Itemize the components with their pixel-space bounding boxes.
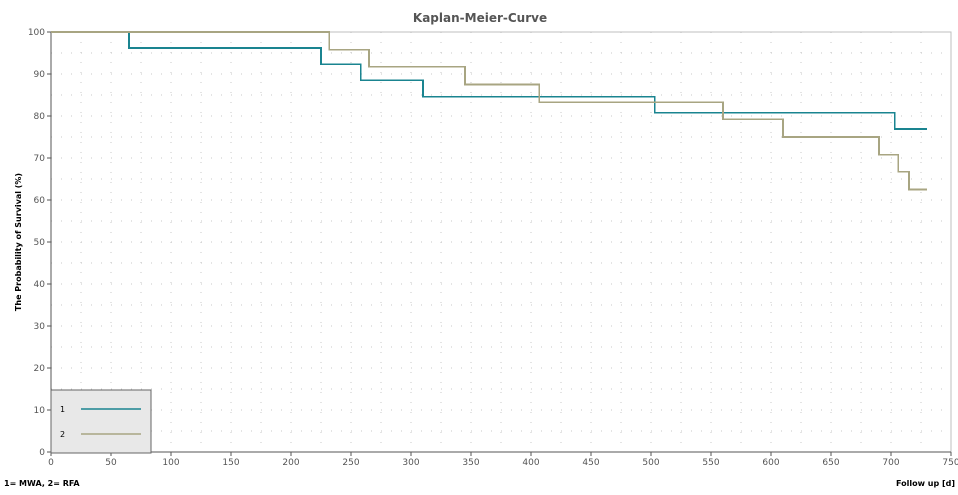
x-tick-label: 250	[342, 458, 359, 468]
x-tick-label: 500	[642, 458, 659, 468]
x-tick-label: 550	[702, 458, 719, 468]
y-tick-label: 50	[34, 238, 46, 248]
x-tick-label: 600	[762, 458, 779, 468]
x-tick-label: 750	[942, 458, 958, 468]
survival-curve-1	[51, 31, 927, 130]
y-tick-label: 10	[34, 406, 46, 416]
legend-label-1: 1	[60, 405, 65, 414]
x-tick-label: 700	[882, 458, 899, 468]
group-footnote: 1= MWA, 2= RFA	[4, 479, 80, 488]
gridlines	[50, 31, 952, 453]
y-tick-label: 100	[28, 28, 45, 38]
x-tick-label: 350	[462, 458, 479, 468]
x-tick-label: 450	[582, 458, 599, 468]
x-tick-label: 150	[222, 458, 239, 468]
y-tick-label: 70	[34, 154, 46, 164]
x-tick-label: 0	[48, 458, 54, 468]
y-axis-title: The Probability of Survival (%)	[14, 173, 23, 311]
y-tick-label: 20	[34, 364, 46, 374]
legend: 12	[50, 389, 152, 454]
chart-title: Kaplan-Meier-Curve	[413, 11, 547, 25]
y-tick-label: 80	[34, 112, 46, 122]
x-tick-label: 200	[282, 458, 299, 468]
x-tick-label: 650	[822, 458, 839, 468]
y-tick-label: 40	[34, 280, 46, 290]
survival-curve-2	[51, 31, 927, 191]
legend-box	[50, 389, 152, 454]
y-tick-label: 30	[34, 322, 46, 332]
x-tick-label: 50	[105, 458, 117, 468]
x-tick-label: 300	[402, 458, 419, 468]
y-tick-label: 90	[34, 70, 46, 80]
x-axis-title: Follow up [d]	[896, 479, 955, 488]
y-tick-label: 60	[34, 196, 46, 206]
y-tick-label: 0	[39, 448, 45, 458]
series-lines	[51, 31, 927, 191]
x-tick-label: 400	[522, 458, 539, 468]
x-tick-label: 100	[162, 458, 179, 468]
legend-label-2: 2	[60, 430, 65, 439]
axes: 0 10 20 30 40 50 60 70 80 90 100 0 50 100 150 200 250 300…	[28, 28, 958, 468]
